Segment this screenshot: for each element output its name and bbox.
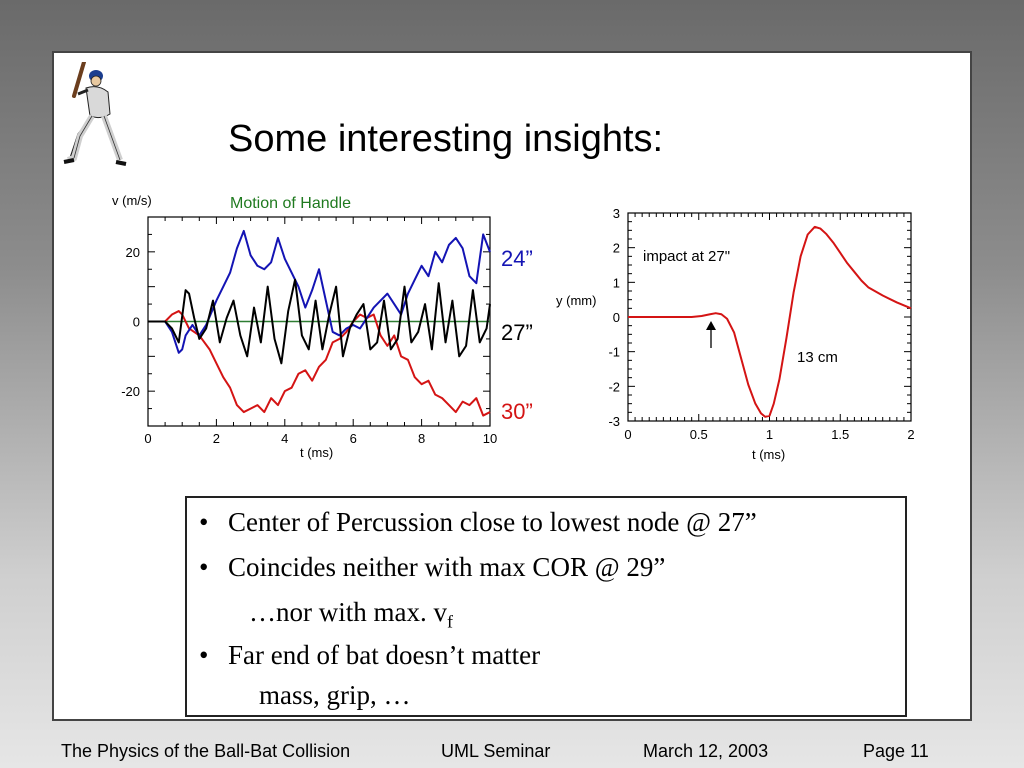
- insights-box: • Center of Percussion close to lowest n…: [185, 496, 907, 717]
- bullet-marker: •: [199, 507, 209, 537]
- footer-page: Page 11: [863, 741, 929, 761]
- bullet-subtext: mass, grip, …: [259, 680, 411, 710]
- bullet-subtext: …nor with max. vf: [249, 597, 453, 632]
- subscript: f: [446, 611, 453, 632]
- slide-title: Some interesting insights:: [228, 118, 664, 160]
- bullet-text: Center of Percussion close to lowest nod…: [228, 507, 757, 537]
- footer-date: March 12, 2003: [643, 741, 769, 761]
- footer-event: UML Seminar: [441, 741, 551, 761]
- bullet-marker: •: [199, 552, 209, 582]
- bullet-text: Far end of bat doesn’t matter: [228, 640, 541, 670]
- bullet-text: Coincides neither with max COR @ 29”: [228, 552, 666, 582]
- footer-title: The Physics of the Ball-Bat Collision: [61, 741, 351, 761]
- bullet-marker: •: [199, 640, 209, 670]
- baseball-batter-image: [63, 62, 127, 166]
